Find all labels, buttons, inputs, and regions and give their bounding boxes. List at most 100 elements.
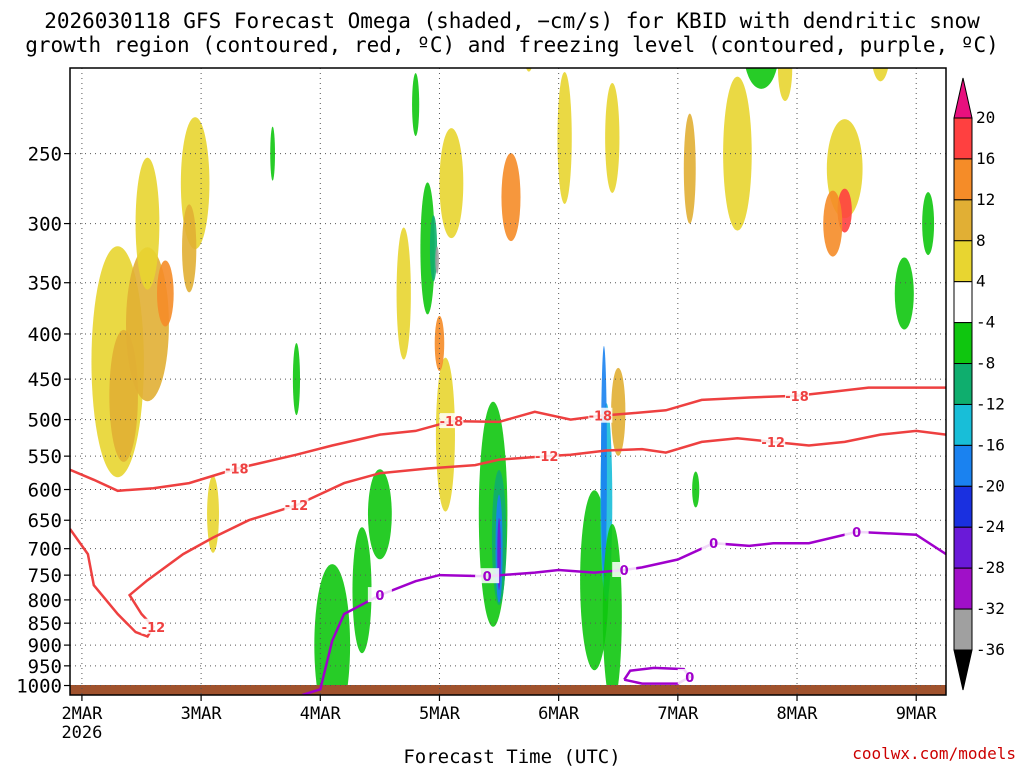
colorbar-swatch [953,199,973,242]
shade-blob [396,227,411,360]
x-tick-label: 2MAR [61,704,103,724]
shade-blob [439,128,464,239]
chart-title-line2: growth region (contoured, red, ºC) and f… [25,33,999,57]
colorbar-swatch [953,240,973,283]
shade-blob [600,346,607,581]
y-tick-label: 400 [28,324,62,346]
contour-label: 0 [685,671,694,686]
contour-label: 0 [709,537,718,552]
x-tick-label: 5MAR [419,704,461,724]
shade-blob [270,126,275,181]
colorbar-swatch [953,158,973,201]
colorbar-swatch [953,526,973,569]
y-tick-label: 800 [28,590,62,612]
contour-label-bg [761,433,786,449]
y-tick-label: 950 [28,656,62,678]
contour-label-bg [677,668,702,684]
colorbar-label: 16 [976,149,995,168]
colorbar-label: -36 [976,640,1005,659]
contour-label: 0 [483,570,492,585]
colorbar-top-arrow [953,77,973,119]
contour-label-bg [367,587,392,603]
contour-label-bg [141,618,166,634]
contour-label-bg [612,561,637,577]
y-tick-label: 750 [28,565,62,587]
watermark: coolwx.com/models [852,744,1016,763]
contour-label-bg [844,523,869,539]
contour-label-bg [284,497,309,513]
shade-blob [823,190,843,257]
shade-blob [922,192,935,256]
shade-blob [605,82,620,193]
colorbar-label: -12 [976,394,1005,413]
colorbar-label: 12 [976,190,995,209]
shade-blob [611,367,626,456]
shade-blob [501,153,521,242]
colorbar-label: -4 [976,313,995,332]
shade-blob [157,260,174,327]
colorbar-swatch [953,322,973,365]
x-tick-label: 9MAR [896,704,938,724]
contour-label: -18 [589,410,613,425]
shade-blob [811,0,830,33]
x-tick-year: 2026 [61,723,102,743]
shade-blob [745,68,777,89]
shade-blob [292,343,301,416]
plot-frame [69,67,947,696]
contour-line [302,530,946,695]
contour-label: -12 [761,436,785,451]
omega-shading [91,0,935,695]
colorbar-label: -24 [976,517,1005,536]
colorbar-label: -28 [976,558,1005,577]
y-tick-label: 500 [28,410,62,432]
colorbar-swatch [953,117,973,160]
x-axis-title: Forecast Time (UTC) [403,746,621,768]
x-tick-label: 7MAR [657,704,699,724]
colorbar-swatch [953,444,973,487]
contour-label-bg [701,535,726,551]
colorbar-label: 8 [976,231,986,250]
shade-blob [526,68,532,72]
chart-title-line1: 2026030118 GFS Forecast Omega (shaded, −… [44,9,980,33]
colorbar-swatch [953,363,973,405]
colorbar-bottom-arrow [953,649,973,691]
shade-blob [894,257,914,330]
gridlines [70,68,946,695]
y-tick-label: 300 [28,214,62,236]
x-tick-label: 4MAR [300,704,342,724]
contour-label: -12 [535,450,559,465]
x-tick-label: 8MAR [777,704,819,724]
y-tick-label: 850 [28,613,62,635]
colorbar-swatch [953,567,973,610]
y-tick-label: 600 [28,480,62,502]
shade-blob [777,68,793,101]
y-tick-label: 1000 [16,676,62,698]
y-tick-label: 900 [28,635,62,657]
shade-blob [314,564,351,695]
shade-blob [683,113,696,224]
colorbar-label: -32 [976,599,1005,618]
colorbar-label: -8 [976,354,995,373]
contour-label: -12 [285,499,309,514]
shade-blob [420,182,435,315]
temperature-contours: -18 -18 -18 -18 -12 -12 -12 -12 0 0 0 0 0 0 [70,386,946,695]
shade-blob [429,215,438,282]
shade-blob [207,475,219,553]
contour-label: -12 [142,621,166,636]
contour-label: -18 [440,415,464,430]
contour-label-bg [475,568,500,584]
colorbar-swatch [953,608,973,651]
colorbar-swatch [953,403,973,446]
contour-label: 0 [852,526,861,541]
x-axis: 2MAR 3MAR 4MAR 5MAR 6MAR 7MAR 8MAR 9MAR 2026 [61,695,937,743]
contour-label-bg [439,413,464,429]
colorbar-swatch [953,485,973,528]
colorbar: 20 16 12 8 4 -4 -8 -12 -16 -20 -24 -28 -32 -36 [953,77,1005,691]
y-tick-label: 550 [28,446,62,468]
x-tick-label: 3MAR [181,704,223,724]
contour-label-bg [534,448,559,464]
contour-label: -18 [785,390,809,405]
shade-blob [602,524,622,695]
terrain-band [70,685,946,695]
colorbar-swatch [953,281,973,324]
